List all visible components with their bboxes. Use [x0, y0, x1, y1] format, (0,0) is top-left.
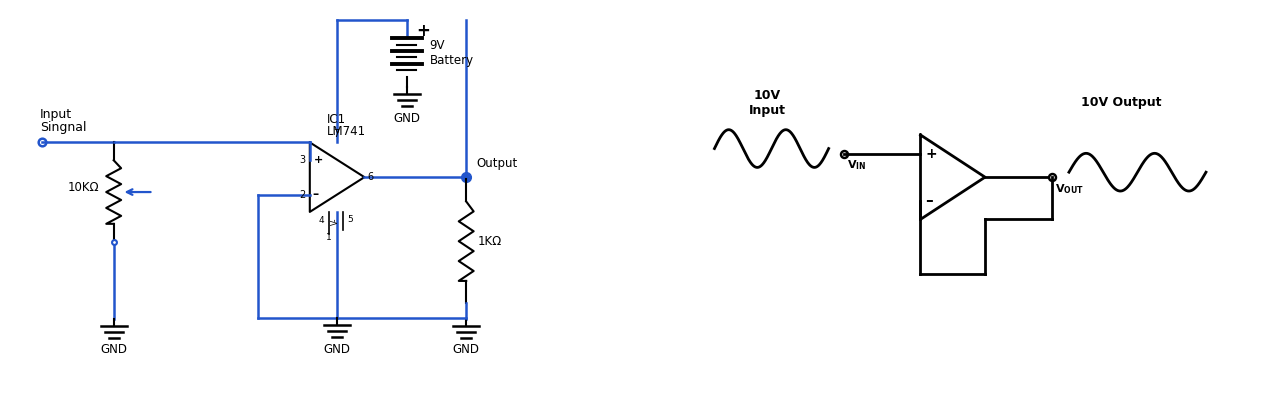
Text: 2: 2: [299, 189, 306, 200]
Text: 1KΩ: 1KΩ: [479, 235, 503, 248]
Text: LM741: LM741: [327, 125, 367, 138]
Text: 6: 6: [368, 172, 373, 182]
Text: IC1: IC1: [327, 113, 346, 126]
Text: 5: 5: [348, 215, 353, 224]
Text: Singnal: Singnal: [41, 121, 87, 135]
Text: 9V
Battery: 9V Battery: [429, 39, 474, 67]
Text: GND: GND: [323, 343, 350, 356]
Text: 1: 1: [326, 233, 332, 242]
Text: V-: V-: [331, 217, 340, 225]
Text: Input: Input: [41, 108, 73, 121]
Text: +: +: [416, 22, 430, 40]
Text: –: –: [925, 193, 933, 208]
Text: 4: 4: [318, 216, 325, 225]
Text: 10V Output: 10V Output: [1081, 96, 1162, 109]
Text: GND: GND: [101, 343, 127, 356]
Text: GND: GND: [393, 112, 420, 125]
Text: Output: Output: [476, 157, 517, 170]
Text: +: +: [925, 146, 937, 160]
Text: 10KΩ: 10KΩ: [69, 181, 99, 194]
Text: V$_{\mathbf{OUT}}$: V$_{\mathbf{OUT}}$: [1055, 182, 1085, 196]
Text: V$_{\mathbf{IN}}$: V$_{\mathbf{IN}}$: [847, 158, 866, 172]
Text: +: +: [313, 155, 323, 165]
Text: 10V
Input: 10V Input: [749, 89, 785, 117]
Text: –: –: [313, 188, 320, 201]
Text: 7: 7: [334, 129, 339, 139]
Text: GND: GND: [453, 343, 480, 356]
Text: 3: 3: [299, 155, 306, 165]
